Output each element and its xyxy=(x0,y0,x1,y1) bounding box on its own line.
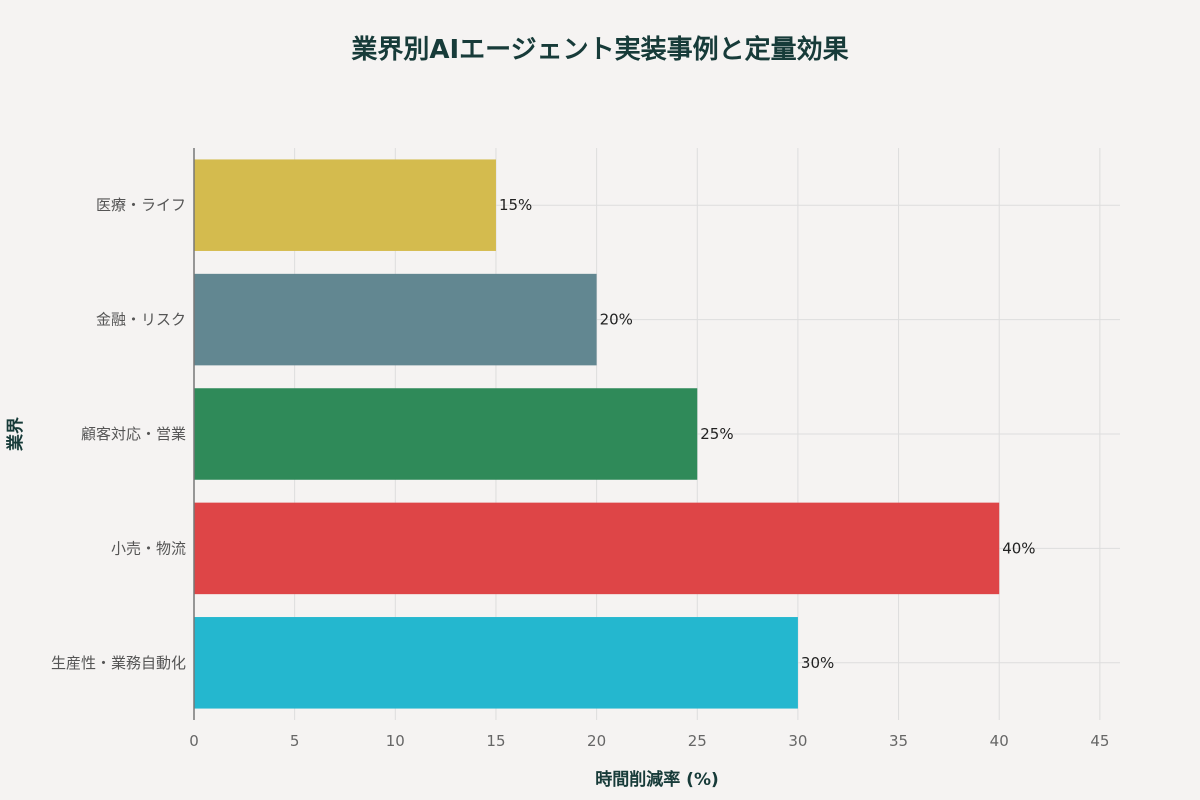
x-tick-label: 40 xyxy=(990,732,1009,750)
chart-title: 業界別AIエージェント実装事例と定量効果 xyxy=(351,34,848,65)
bar xyxy=(194,617,798,709)
x-tick-label: 0 xyxy=(189,732,199,750)
category-label: 金融・リスク xyxy=(96,311,186,329)
bar xyxy=(194,388,697,480)
bar xyxy=(194,503,999,595)
bar xyxy=(194,159,496,251)
x-tick-label: 5 xyxy=(290,732,300,750)
x-tick-label: 15 xyxy=(486,732,505,750)
x-axis-title: 時間削減率 (%) xyxy=(595,769,719,790)
data-label: 40% xyxy=(1002,539,1035,557)
x-tick-label: 10 xyxy=(386,732,405,750)
data-label: 15% xyxy=(499,196,532,214)
x-tick-labels: 0 5 10 15 20 25 30 35 40 45 xyxy=(189,732,1109,750)
y-axis-title: 業界 xyxy=(5,417,26,451)
x-tick-label: 45 xyxy=(1090,732,1109,750)
x-tick-label: 30 xyxy=(788,732,807,750)
data-label: 25% xyxy=(700,425,733,443)
category-label: 医療・ライフ xyxy=(96,196,186,214)
bar xyxy=(194,274,597,366)
x-tick-label: 20 xyxy=(587,732,606,750)
category-label: 小売・物流 xyxy=(111,539,186,557)
x-tick-label: 25 xyxy=(688,732,707,750)
data-label: 30% xyxy=(801,654,834,672)
category-label: 生産性・業務自動化 xyxy=(51,654,186,672)
data-label: 20% xyxy=(600,311,633,329)
category-label: 顧客対応・営業 xyxy=(81,425,186,443)
x-tick-label: 35 xyxy=(889,732,908,750)
